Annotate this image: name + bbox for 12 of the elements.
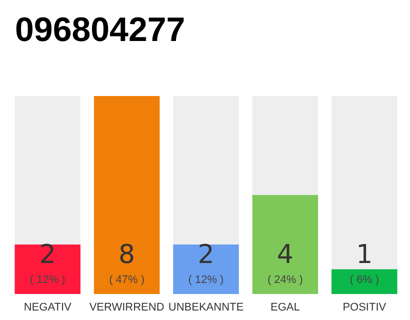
data-label: 8 ( 47% ) [109,240,145,286]
x-tick-label: NEGATIV [24,302,72,314]
data-label: 2 ( 12% ) [30,240,66,286]
bar [332,269,398,294]
x-tick-label: UNBEKANNTE [168,302,244,314]
data-label: 4 ( 24% ) [267,240,303,286]
data-label: 1 ( 6% ) [350,240,380,286]
chart-title: 096804277 [15,11,186,49]
x-tick-label: POSITIV [342,302,387,314]
x-tick-label: VERWIRREND [89,302,164,314]
data-label: 2 ( 12% ) [188,240,224,286]
x-tick-label: EGAL [270,302,300,314]
